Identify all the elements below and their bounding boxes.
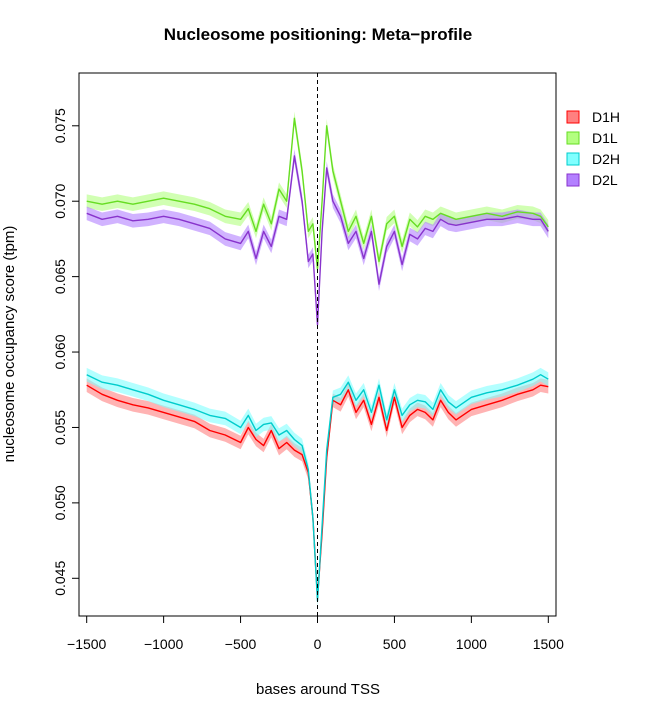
chart-title: Nucleosome positioning: Meta−profile [164, 25, 472, 44]
y-tick-label: 0.060 [52, 334, 68, 369]
legend-swatch-d1h [566, 110, 580, 124]
band-d2h [86, 367, 549, 608]
legend-swatch-d2h [566, 152, 580, 166]
y-tick-label: 0.075 [52, 108, 68, 143]
x-tick-label: −500 [225, 636, 257, 652]
series-bands [86, 111, 549, 608]
x-axis: −1500 −1000 −500 0 500 1000 1500 [67, 615, 564, 652]
y-axis: 0.045 0.050 0.055 0.060 0.065 0.070 0.075 [52, 108, 80, 596]
y-tick-label: 0.065 [52, 259, 68, 294]
plot-frame [78, 72, 557, 617]
band-d1h [86, 378, 549, 605]
y-tick-label: 0.055 [52, 410, 68, 445]
line-d2h [86, 374, 549, 602]
x-tick-label: 1000 [456, 636, 487, 652]
x-tick-label: −1500 [67, 636, 107, 652]
y-tick-label: 0.050 [52, 485, 68, 520]
line-d1l [86, 117, 549, 270]
x-tick-label: 1500 [533, 636, 564, 652]
line-d2l [86, 155, 549, 326]
legend-label-d1h: D1H [592, 109, 620, 125]
x-tick-label: 0 [314, 636, 322, 652]
legend-label-d2h: D2H [592, 151, 620, 167]
x-tick-label: −1000 [144, 636, 184, 652]
x-axis-label: bases around TSS [256, 681, 380, 698]
y-tick-label: 0.045 [52, 561, 68, 596]
y-axis-label: nucleosome occupancy score (tpm) [1, 226, 18, 463]
y-tick-label: 0.070 [52, 183, 68, 218]
legend: D1H D1L D2H D2L [566, 109, 620, 188]
legend-swatch-d1l [566, 131, 580, 145]
legend-label-d2l: D2L [592, 172, 618, 188]
series-lines [86, 117, 549, 602]
legend-label-d1l: D1L [592, 130, 618, 146]
legend-swatch-d2l [566, 173, 580, 187]
x-tick-label: 500 [383, 636, 407, 652]
